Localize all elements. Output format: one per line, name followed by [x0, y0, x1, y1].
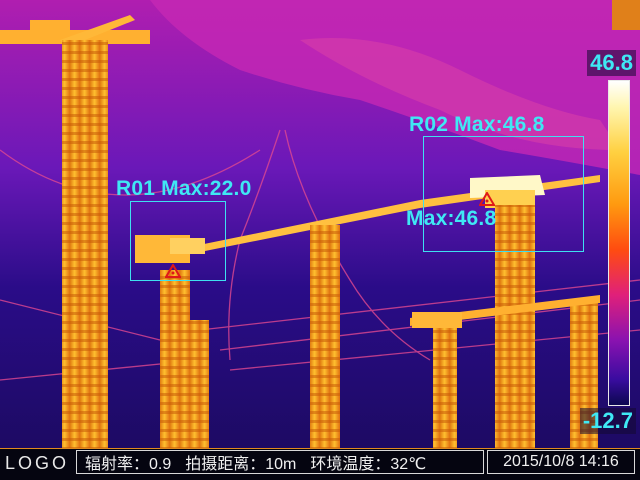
- hotspot-marker-icon: [479, 192, 495, 206]
- measurement-info: 辐射率：0.9 拍摄距离：10m 环境温度：32℃: [76, 450, 484, 474]
- hotspot-max-label: Max:46.8: [406, 207, 497, 230]
- logo: LOGO: [5, 453, 70, 473]
- distance-value: 拍摄距离：10m: [185, 456, 297, 473]
- ambient-temperature-value: 环境温度：32℃: [310, 456, 427, 473]
- emissivity-value: 辐射率：0.9: [85, 456, 172, 473]
- roi-label-r02: R02 Max:46.8: [409, 113, 545, 136]
- timestamp: 2015/10/8 14:16: [487, 450, 635, 474]
- roi-box-r01[interactable]: [130, 201, 226, 281]
- scale-max-value: 46.8: [587, 50, 636, 76]
- scale-min-value: -12.7: [579, 408, 636, 434]
- hotspot-marker-icon: [165, 264, 181, 278]
- temperature-scale-bar: [608, 80, 630, 406]
- status-footer: [0, 449, 640, 480]
- roi-box-r02[interactable]: [423, 136, 584, 252]
- roi-label-r01: R01 Max:22.0: [116, 177, 252, 200]
